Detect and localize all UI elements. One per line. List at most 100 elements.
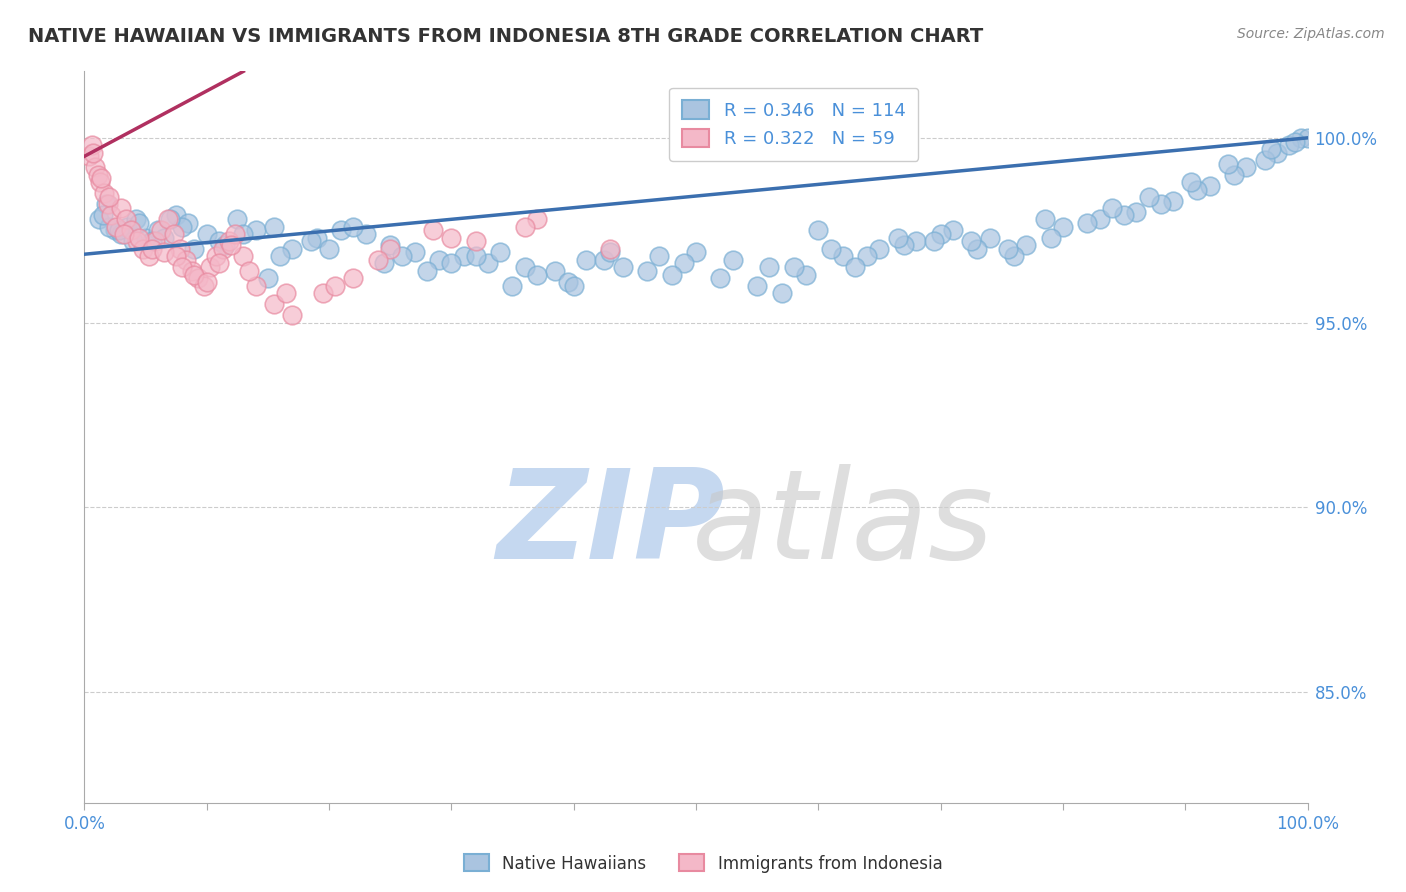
Point: [893, 238, 915, 252]
Point: [226, 212, 249, 227]
Point: [80, 138, 103, 153]
Point: [636, 264, 658, 278]
Point: [183, 268, 205, 282]
Point: [120, 223, 142, 237]
Point: [1296, 131, 1319, 145]
Point: [502, 278, 524, 293]
Point: [141, 242, 163, 256]
Point: [453, 249, 475, 263]
Point: [513, 260, 536, 274]
Point: [342, 219, 364, 234]
Point: [97, 190, 120, 204]
Point: [820, 242, 842, 256]
Text: Source: ZipAtlas.com: Source: ZipAtlas.com: [1237, 27, 1385, 41]
Point: [404, 245, 426, 260]
Point: [1284, 135, 1306, 149]
Point: [661, 268, 683, 282]
Point: [367, 252, 389, 267]
Point: [128, 216, 150, 230]
Text: NATIVE HAWAIIAN VS IMMIGRANTS FROM INDONESIA 8TH GRADE CORRELATION CHART: NATIVE HAWAIIAN VS IMMIGRANTS FROM INDON…: [28, 27, 983, 45]
Point: [1101, 201, 1123, 215]
Point: [422, 223, 444, 237]
Point: [747, 278, 769, 293]
Point: [208, 256, 231, 270]
Point: [1002, 249, 1025, 263]
Point: [929, 227, 952, 241]
Point: [562, 278, 585, 293]
Point: [135, 230, 157, 244]
Point: [90, 171, 112, 186]
Point: [599, 245, 621, 260]
Point: [183, 242, 205, 256]
Point: [1260, 142, 1282, 156]
Point: [214, 238, 236, 252]
Point: [146, 223, 169, 237]
Point: [211, 242, 233, 256]
Point: [305, 230, 328, 244]
Point: [612, 260, 634, 274]
Point: [1216, 157, 1239, 171]
Point: [269, 249, 291, 263]
Point: [979, 230, 1001, 244]
Point: [1161, 194, 1184, 208]
Point: [1052, 219, 1074, 234]
Point: [100, 209, 122, 223]
Point: [153, 230, 176, 244]
Point: [905, 235, 928, 249]
Point: [672, 256, 695, 270]
Point: [721, 252, 744, 267]
Point: [89, 175, 111, 189]
Point: [557, 275, 579, 289]
Point: [526, 268, 548, 282]
Point: [208, 235, 231, 249]
Point: [200, 260, 222, 274]
Point: [87, 168, 110, 182]
Point: [342, 271, 364, 285]
Point: [831, 249, 853, 263]
Point: [1254, 153, 1277, 167]
Point: [794, 268, 817, 282]
Point: [156, 212, 179, 227]
Point: [91, 209, 114, 223]
Point: [575, 252, 598, 267]
Point: [648, 249, 671, 263]
Point: [1291, 131, 1313, 145]
Point: [232, 227, 254, 241]
Point: [960, 235, 983, 249]
Point: [205, 249, 228, 263]
Point: [354, 227, 377, 241]
Point: [599, 242, 621, 256]
Point: [174, 252, 197, 267]
Point: [93, 186, 115, 201]
Point: [966, 242, 988, 256]
Legend: Native Hawaiians, Immigrants from Indonesia: Native Hawaiians, Immigrants from Indone…: [457, 847, 949, 880]
Point: [105, 219, 128, 234]
Point: [128, 230, 150, 244]
Point: [132, 242, 155, 256]
Point: [107, 223, 129, 237]
Point: [758, 260, 780, 274]
Point: [997, 242, 1019, 256]
Point: [1187, 183, 1209, 197]
Point: [380, 238, 402, 252]
Point: [87, 212, 110, 227]
Point: [153, 245, 176, 260]
Point: [869, 242, 891, 256]
Point: [1236, 161, 1258, 175]
Legend: R = 0.346   N = 114, R = 0.322   N = 59: R = 0.346 N = 114, R = 0.322 N = 59: [669, 87, 918, 161]
Point: [172, 219, 194, 234]
Point: [169, 242, 191, 256]
Point: [1125, 204, 1147, 219]
Point: [125, 235, 148, 249]
Point: [1076, 216, 1098, 230]
Point: [1265, 145, 1288, 160]
Point: [218, 235, 240, 249]
Point: [318, 242, 340, 256]
Point: [138, 249, 160, 263]
Point: [1198, 178, 1220, 193]
Point: [299, 235, 322, 249]
Point: [281, 308, 304, 322]
Point: [110, 201, 132, 215]
Point: [172, 260, 194, 274]
Point: [1137, 190, 1160, 204]
